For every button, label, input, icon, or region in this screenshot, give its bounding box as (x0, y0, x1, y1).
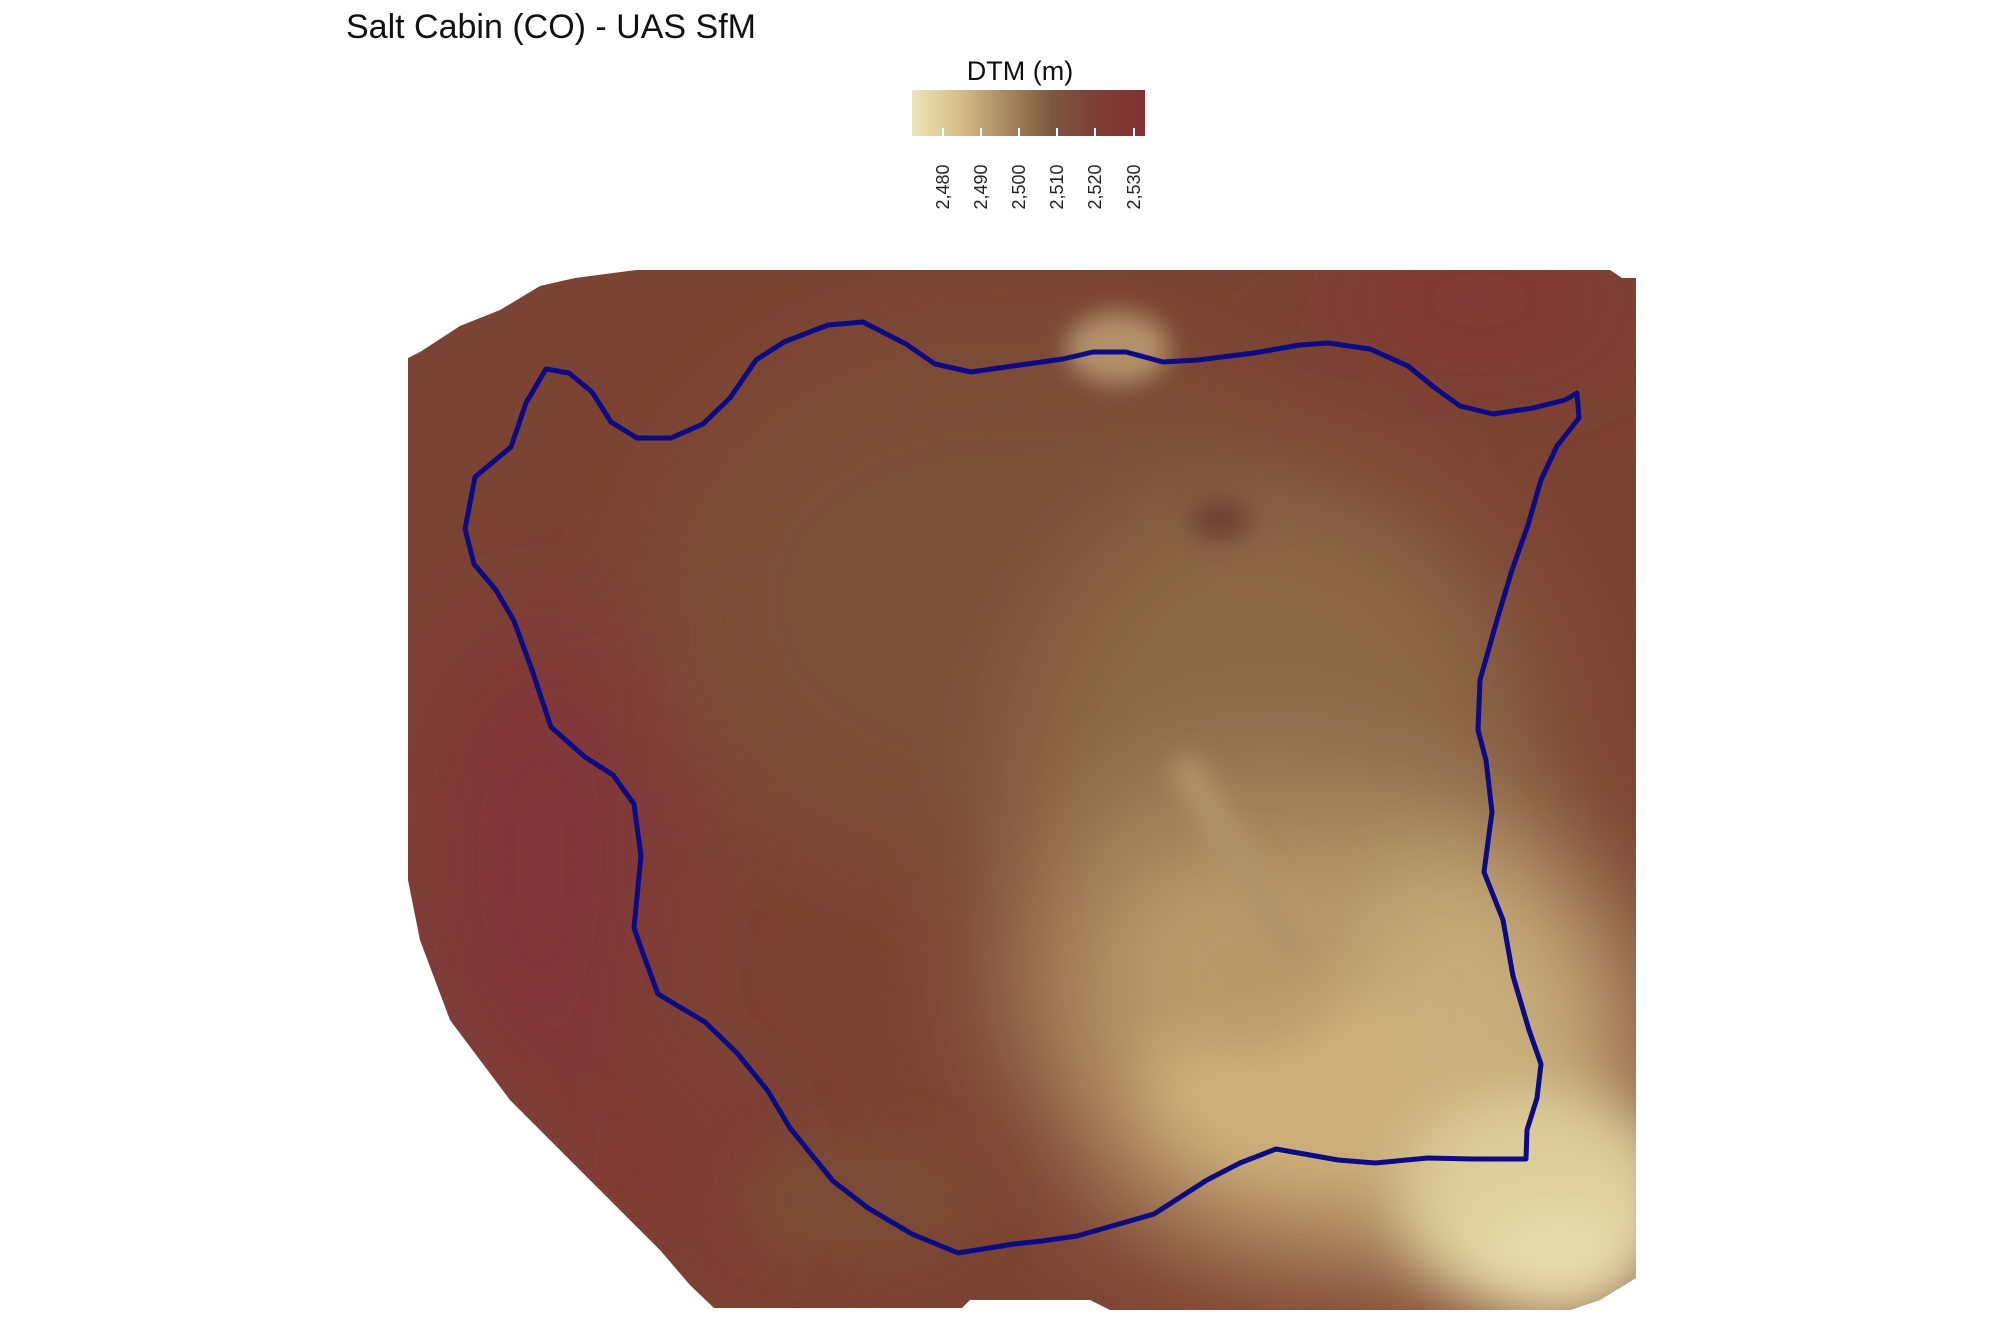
watershed-boundary (462, 319, 1582, 1256)
colorbar-tick-mark (1056, 128, 1059, 136)
elevation-colorbar (912, 90, 1145, 136)
colorbar-tick-mark (941, 128, 944, 136)
legend-title: DTM (m) (966, 56, 1074, 86)
colorbar-tick-mark (1094, 128, 1097, 136)
dtm-raster (408, 270, 1636, 1310)
colorbar-tick-mark (979, 128, 982, 136)
map-title: Salt Cabin (CO) - UAS SfM (346, 8, 756, 46)
colorbar-tick-mark (1017, 128, 1020, 136)
colorbar-tick-mark (1132, 128, 1135, 136)
